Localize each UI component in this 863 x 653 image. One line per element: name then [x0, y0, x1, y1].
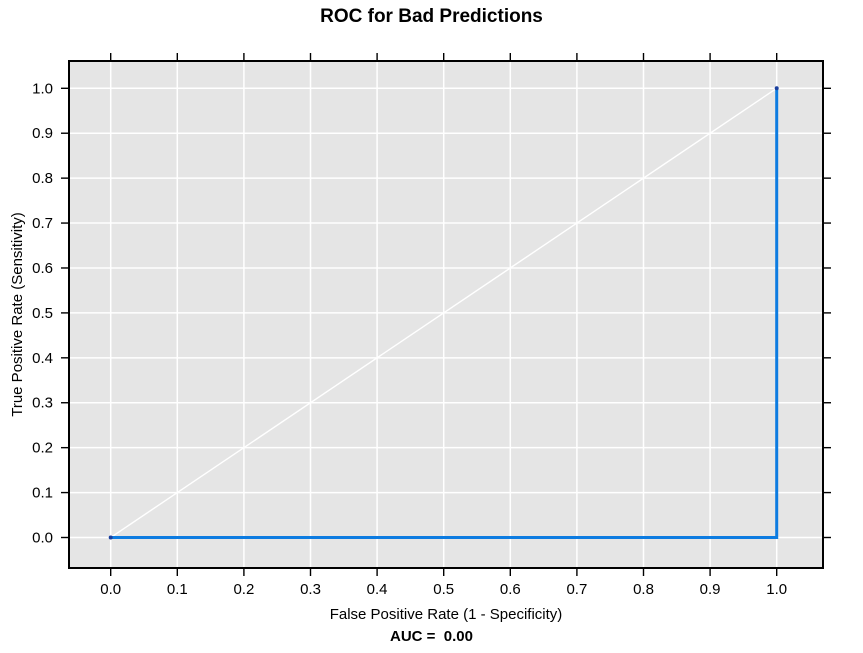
plot-panel — [69, 61, 823, 568]
y-tick-label: 0.1 — [32, 485, 53, 502]
y-tick-label: 0.6 — [32, 260, 53, 277]
x-tick-label: 0.4 — [367, 581, 388, 598]
y-tick-label: 0.4 — [32, 350, 53, 367]
chance-diagonal-line — [110, 87, 778, 539]
y-tick-label: 0.8 — [32, 170, 53, 187]
chart-title: ROC for Bad Predictions — [320, 6, 543, 27]
x-tick-label: 0.3 — [300, 581, 321, 598]
y-tick-label: 0.5 — [32, 305, 53, 322]
roc-curve-line — [110, 88, 779, 539]
x-tick-label: 0.5 — [433, 581, 454, 598]
y-tick-label: 0.0 — [32, 530, 53, 547]
y-axis-label: True Positive Rate (Sensitivity) — [9, 212, 26, 417]
x-axis-label: False Positive Rate (1 - Specificity) — [329, 606, 563, 623]
x-tick-label: 0.0 — [100, 581, 121, 598]
roc-endpoint-marker — [774, 86, 779, 91]
y-tick-label: 0.3 — [32, 395, 53, 412]
x-tick-label: 0.2 — [233, 581, 254, 598]
auc-annotation: AUC = 0.00 — [390, 628, 473, 645]
x-tick-label: 1.0 — [766, 581, 787, 598]
plot-border — [68, 60, 824, 569]
y-tick-label: 0.2 — [32, 440, 53, 457]
y-tick-label: 0.9 — [32, 125, 53, 142]
roc-endpoint-marker — [108, 535, 113, 540]
x-tick-label: 0.7 — [566, 581, 587, 598]
x-tick-label: 0.9 — [700, 581, 721, 598]
x-tick-label: 0.1 — [167, 581, 188, 598]
x-tick-label: 0.8 — [633, 581, 654, 598]
y-tick-label: 0.7 — [32, 215, 53, 232]
y-tick-label: 1.0 — [32, 80, 53, 97]
x-tick-label: 0.6 — [500, 581, 521, 598]
